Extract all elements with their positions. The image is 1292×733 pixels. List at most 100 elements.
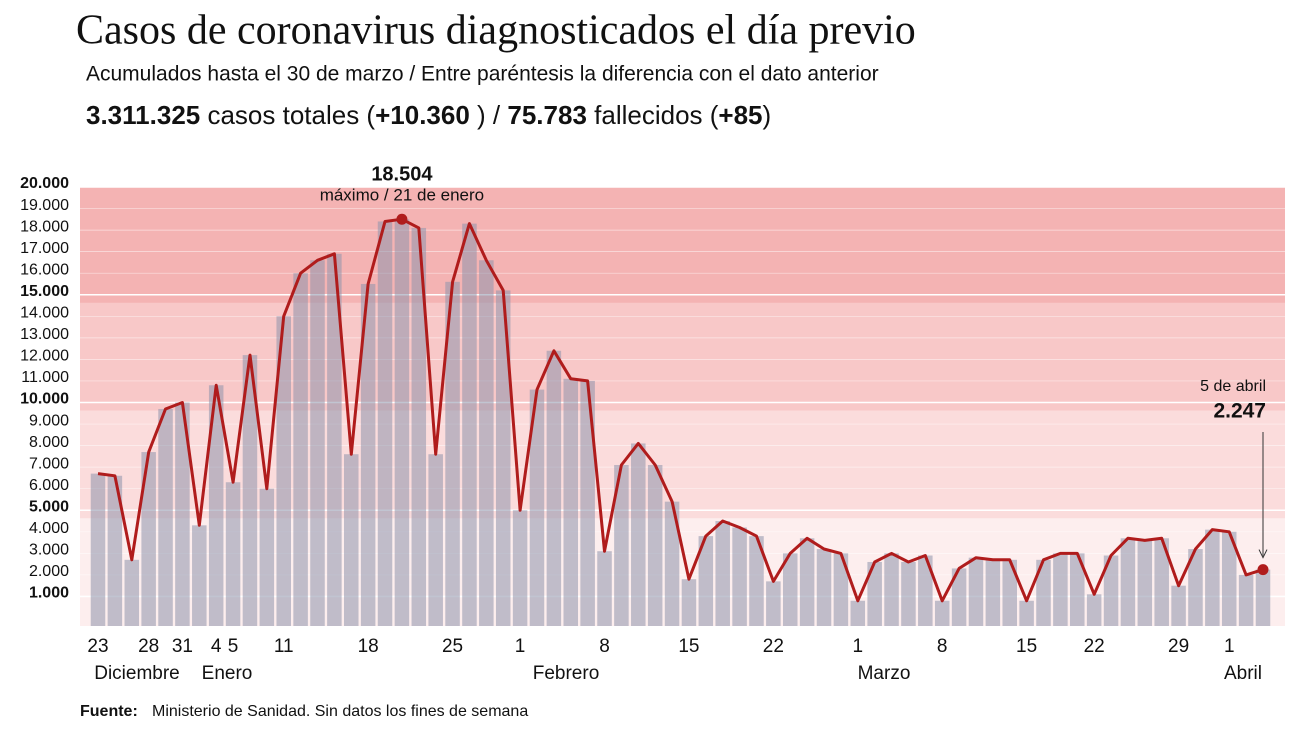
bar [1120, 538, 1136, 626]
x-tick-label: 28 [138, 636, 159, 657]
bar [816, 549, 832, 626]
month-label: Febrero [533, 663, 600, 684]
y-tick-label: 13.000 [20, 326, 69, 343]
bar [175, 402, 190, 626]
bar [1238, 574, 1254, 626]
bar [1171, 585, 1186, 626]
y-tick-label: 12.000 [20, 348, 69, 365]
bar [968, 557, 984, 626]
bar [951, 568, 967, 626]
x-tick-label: 23 [87, 636, 108, 657]
annotation-arrowhead [1258, 549, 1268, 559]
x-tick-label: 22 [763, 636, 784, 657]
highlight-dot [1257, 564, 1269, 576]
y-tick-label: 16.000 [20, 261, 69, 278]
bar [377, 221, 393, 627]
bar [1255, 569, 1271, 626]
bar [192, 525, 207, 626]
bar [833, 553, 849, 626]
x-tick-label: 11 [274, 636, 294, 657]
value-label: 2.247 [1213, 400, 1266, 423]
bar [1002, 559, 1017, 626]
x-tick-label: 1 [852, 636, 863, 657]
bar [1070, 553, 1085, 626]
summary-part: fallecidos ( [587, 100, 719, 130]
bar [107, 475, 123, 626]
y-tick-label: 18.000 [20, 218, 69, 235]
bar [884, 553, 899, 626]
y-tick-label: 17.000 [20, 240, 69, 257]
bar [512, 510, 528, 626]
month-label: Marzo [858, 663, 911, 684]
bar [1086, 594, 1102, 626]
annotation: máximo / 21 de enero [320, 185, 484, 204]
bar [631, 443, 646, 626]
bar [715, 521, 730, 626]
x-tick-label: 15 [678, 636, 699, 657]
summary-part: ) / [470, 100, 508, 130]
bar [681, 579, 697, 626]
subtitle: Acumulados hasta el 30 de marzo / Entre … [86, 63, 879, 86]
bar [479, 260, 494, 626]
bar [749, 536, 764, 626]
bar [293, 273, 308, 626]
bar [901, 561, 916, 626]
bar [495, 290, 511, 626]
x-tick-label: 1 [515, 636, 526, 657]
y-tick-label: 8.000 [29, 434, 69, 451]
bar [158, 408, 173, 626]
x-tick-label: 1 [1224, 636, 1235, 657]
x-tick-label: 5 [228, 636, 239, 657]
y-tick-label: 14.000 [20, 305, 69, 322]
y-tick-label: 6.000 [29, 477, 69, 494]
summary-part: 3.311.325 [86, 100, 200, 130]
y-tick-label: 11.000 [21, 369, 69, 386]
bar [580, 380, 595, 626]
x-tick-label: 8 [599, 636, 610, 657]
bar [799, 538, 815, 626]
bar [1137, 540, 1153, 626]
y-tick-label: 15.000 [20, 283, 69, 300]
bar [1154, 538, 1169, 626]
summary-part: casos totales ( [200, 100, 375, 130]
bar [310, 260, 325, 626]
bar [546, 350, 562, 626]
bar [529, 389, 545, 626]
x-tick-label: 4 [211, 636, 222, 657]
bar [563, 378, 579, 626]
y-tick-label: 3.000 [29, 542, 69, 559]
month-label: Abril [1224, 663, 1262, 684]
bar [445, 281, 460, 626]
source: Ministerio de Sanidad. Sin datos los fin… [152, 703, 528, 720]
bar [242, 355, 258, 626]
bar [1221, 531, 1237, 626]
y-tick-label: 9.000 [29, 412, 69, 429]
y-tick-label: 5.000 [29, 498, 69, 515]
bar [462, 223, 477, 626]
bar [259, 488, 275, 626]
bar [208, 385, 224, 626]
bar [766, 581, 781, 626]
y-tick-label: 20.000 [20, 175, 69, 192]
x-tick-label: 18 [358, 636, 379, 657]
bar [141, 452, 156, 626]
summary-part: +85 [718, 100, 762, 130]
bar [664, 501, 680, 626]
bar [1103, 555, 1119, 626]
y-tick-label: 7.000 [29, 455, 69, 472]
bar [918, 555, 933, 626]
x-tick-label: 31 [172, 636, 193, 657]
x-tick-label: 29 [1168, 636, 1189, 657]
y-tick-label: 4.000 [29, 520, 69, 537]
y-tick-label: 19.000 [20, 197, 69, 214]
bar [698, 536, 714, 626]
y-tick-label: 10.000 [20, 391, 69, 408]
source-label: Fuente: [80, 703, 138, 720]
y-tick-label: 1.000 [29, 585, 69, 602]
bar [1036, 559, 1051, 626]
bar [124, 559, 140, 626]
bar [1019, 600, 1034, 626]
x-tick-label: 15 [1016, 636, 1037, 657]
